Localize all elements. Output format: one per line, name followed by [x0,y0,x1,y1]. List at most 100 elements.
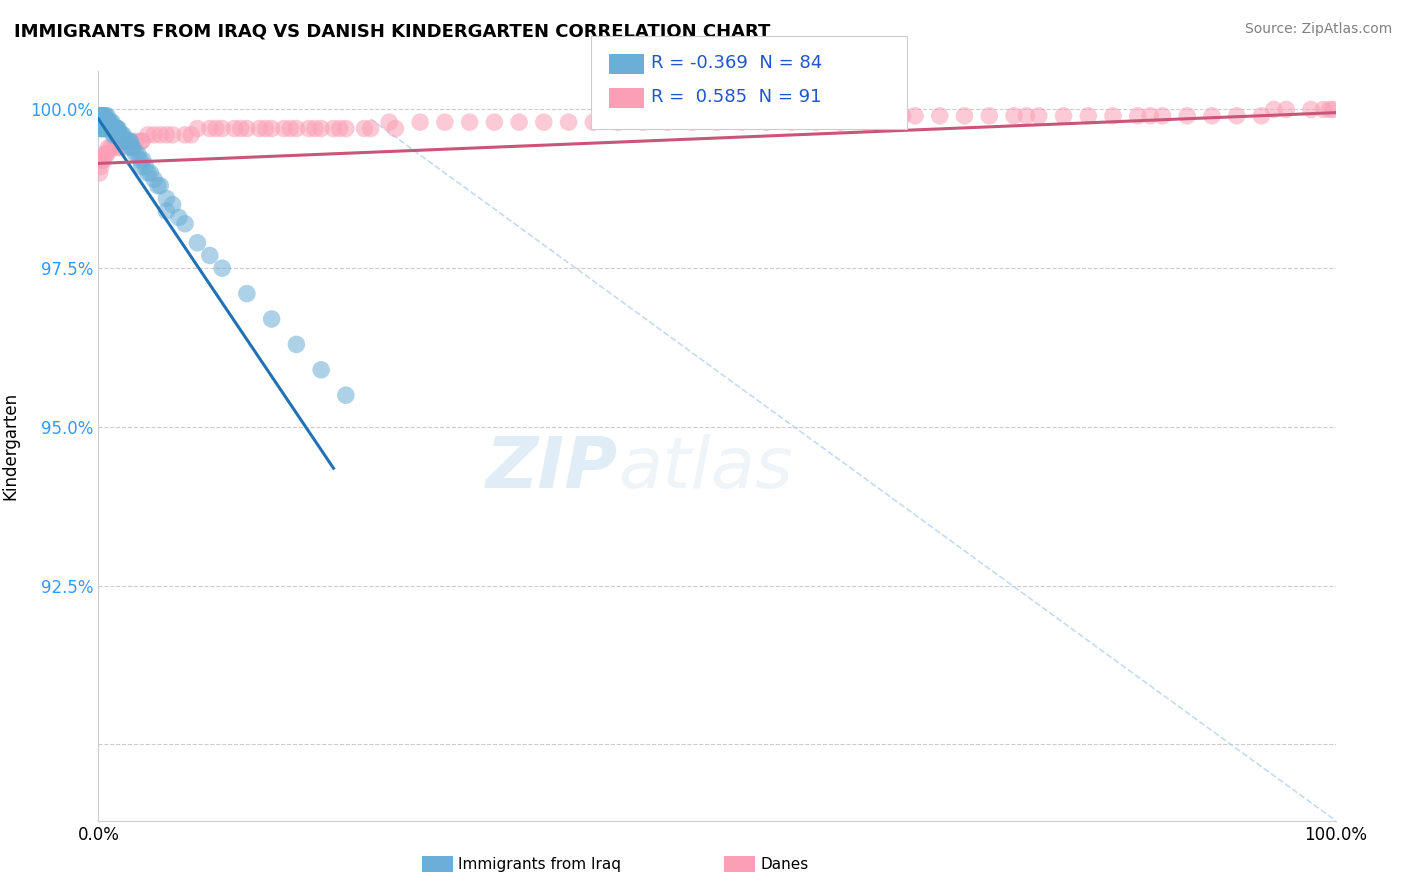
Point [582,115,605,129]
Point [631,115,654,129]
Point [198,121,221,136]
Point [89,166,111,180]
Point [953,109,976,123]
Point [103,140,125,154]
Point [89,121,111,136]
Point [804,115,827,129]
Point [94,109,117,123]
Point [1319,103,1341,117]
Point [100,140,122,154]
Point [110,128,132,142]
Point [1322,103,1344,117]
Point [100,115,122,129]
Point [129,153,152,168]
Text: R =  0.585  N = 91: R = 0.585 N = 91 [651,88,821,106]
Point [353,121,375,136]
Point [107,128,129,142]
Point [112,128,135,142]
Point [335,388,357,402]
Point [105,140,128,154]
Point [97,140,120,154]
Point [121,140,143,154]
Point [97,121,120,136]
Point [124,134,146,148]
Point [254,121,277,136]
Point [89,109,111,123]
Point [322,121,344,136]
Point [93,115,115,129]
Point [131,134,153,148]
Point [91,115,114,129]
Point [891,109,914,123]
Point [96,109,118,123]
Point [143,128,166,142]
Point [1275,103,1298,117]
Point [167,211,190,225]
Point [91,121,114,136]
Point [91,109,114,123]
Point [93,115,115,129]
Point [93,115,115,129]
Point [136,166,159,180]
Point [101,115,124,129]
Point [879,109,901,123]
Point [1052,109,1074,123]
Point [236,286,259,301]
Text: atlas: atlas [619,434,793,503]
Point [309,121,332,136]
Text: Source: ZipAtlas.com: Source: ZipAtlas.com [1244,22,1392,37]
Point [90,160,112,174]
Point [247,121,270,136]
Point [1299,103,1322,117]
Point [186,235,208,250]
Point [198,248,221,262]
Point [533,115,555,129]
Point [94,115,117,129]
Point [755,115,778,129]
Point [124,147,146,161]
Point [236,121,259,136]
Point [273,121,295,136]
Point [105,121,128,136]
Point [285,337,308,351]
Point [155,191,177,205]
Point [101,121,124,136]
Point [1263,103,1285,117]
Point [110,140,132,154]
Point [136,128,159,142]
Point [93,147,115,161]
Point [162,197,184,211]
Point [96,121,118,136]
Point [115,134,138,148]
Point [89,115,111,129]
Point [132,153,155,168]
Point [89,109,111,123]
Point [162,128,184,142]
Point [96,115,118,129]
Point [149,178,172,193]
Point [979,109,1001,123]
Point [112,134,135,148]
Point [90,115,112,129]
Point [309,363,332,377]
Point [298,121,321,136]
Point [304,121,326,136]
Point [143,172,166,186]
Point [211,261,233,276]
Point [118,134,141,148]
Point [1015,109,1038,123]
Point [120,134,142,148]
Point [94,147,117,161]
Point [94,121,117,136]
Point [149,128,172,142]
Point [174,217,197,231]
Point [1028,109,1050,123]
Point [104,121,127,136]
Point [127,147,149,161]
Text: R = -0.369  N = 84: R = -0.369 N = 84 [651,54,823,72]
Point [224,121,246,136]
Point [131,134,153,148]
Point [90,115,112,129]
Point [329,121,352,136]
Point [904,109,927,123]
